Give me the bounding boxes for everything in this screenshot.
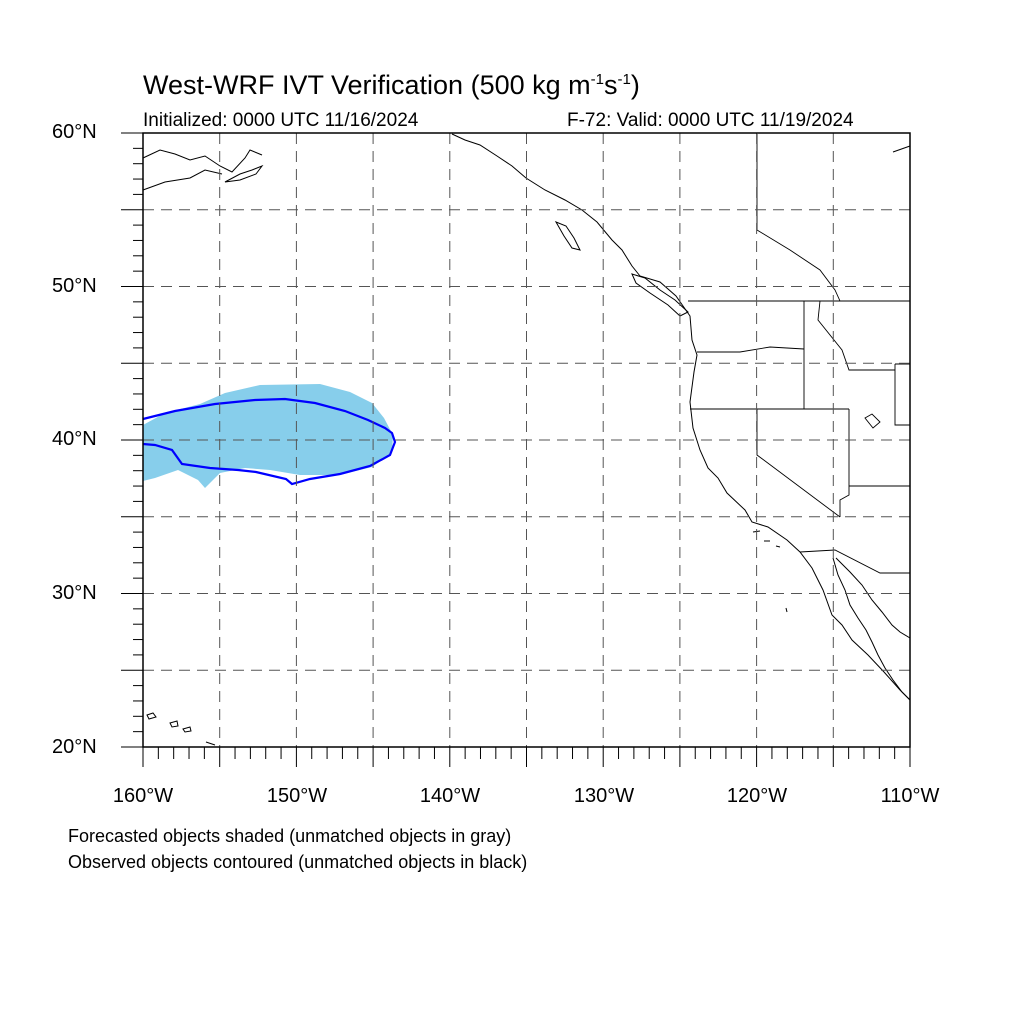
idaho-borders bbox=[803, 300, 895, 409]
forecast-ivt-object bbox=[143, 384, 393, 488]
legend-observed: Observed objects contoured (unmatched ob… bbox=[68, 852, 528, 872]
baja-inner-coast bbox=[835, 557, 911, 639]
lon-label-110w: 110°W bbox=[880, 785, 940, 807]
axis-ticks bbox=[121, 132, 911, 767]
observed-ivt-contour bbox=[142, 397, 397, 486]
lat-label-30: 30°N bbox=[52, 582, 97, 604]
map-title: West-WRF IVT Verification (500 kg m-1s-1… bbox=[143, 70, 640, 100]
us-mexico-border bbox=[799, 549, 910, 574]
lat-label-20: 20°N bbox=[52, 736, 97, 758]
wa-or-border bbox=[697, 346, 805, 353]
alaska-coast bbox=[142, 149, 263, 191]
lat-label-60: 60°N bbox=[52, 121, 97, 143]
lat-lon-grid bbox=[143, 133, 910, 747]
initialized-time: Initialized: 0000 UTC 11/16/2024 bbox=[143, 110, 419, 131]
hawaii-islands bbox=[146, 712, 216, 746]
baja-coast bbox=[832, 557, 911, 701]
montana-border bbox=[894, 363, 910, 426]
great-salt-lake bbox=[864, 413, 881, 429]
lon-label-140w: 140°W bbox=[419, 785, 481, 807]
haida-gwaii bbox=[554, 221, 581, 251]
channel-islands bbox=[752, 530, 788, 613]
vancouver-island bbox=[631, 273, 689, 317]
political-borders bbox=[688, 134, 910, 574]
lon-label-130w: 130°W bbox=[573, 785, 635, 807]
nevada-california-border bbox=[756, 409, 841, 518]
lat-label-50: 50°N bbox=[52, 275, 97, 297]
north-america-coast bbox=[451, 133, 911, 701]
lon-label-150w: 150°W bbox=[266, 785, 328, 807]
hudson-bay-edge bbox=[892, 145, 911, 153]
lon-label-160w: 160°W bbox=[112, 785, 174, 807]
lat-label-40: 40°N bbox=[52, 428, 97, 450]
nevada-utah-border bbox=[839, 409, 850, 517]
legend-forecast: Forecasted objects shaded (unmatched obj… bbox=[68, 826, 512, 846]
lon-label-120w: 120°W bbox=[726, 785, 788, 807]
valid-time: F-72: Valid: 0000 UTC 11/19/2024 bbox=[567, 110, 854, 131]
kodiak-island bbox=[224, 164, 264, 183]
canada-province-border bbox=[756, 134, 841, 302]
